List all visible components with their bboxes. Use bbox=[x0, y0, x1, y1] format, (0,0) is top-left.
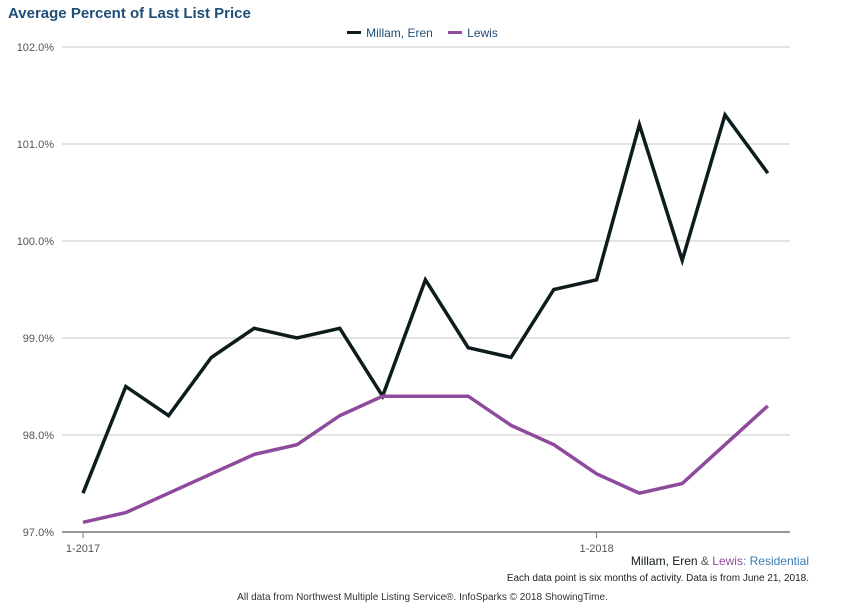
x-tick-label-1: 1-2018 bbox=[579, 543, 613, 555]
y-tick-label-1: 98.0% bbox=[23, 430, 54, 442]
legend-swatch-series-2 bbox=[448, 31, 463, 35]
data-note: Each data point is six months of activit… bbox=[506, 573, 809, 584]
y-tick-label-3: 100.0% bbox=[17, 236, 55, 248]
legend: Millam, Eren Lewis bbox=[0, 26, 845, 40]
legend-item-series-2[interactable]: Lewis bbox=[448, 26, 498, 40]
y-tick-label-5: 102.0% bbox=[17, 42, 55, 54]
legend-label-series-1: Millam, Eren bbox=[366, 26, 433, 40]
series-line-1 bbox=[81, 111, 770, 494]
chart-title: Average Percent of Last List Price bbox=[8, 5, 251, 22]
y-tick-label-2: 99.0% bbox=[23, 333, 54, 345]
x-tick-label-0: 1-2017 bbox=[66, 543, 100, 555]
grid-lines bbox=[62, 46, 790, 436]
y-tick-label-0: 97.0% bbox=[23, 527, 54, 539]
series-lines bbox=[81, 111, 770, 525]
subtitle-ampersand: & bbox=[697, 554, 713, 568]
y-axis-tick-labels: 97.0% 98.0% 99.0% 100.0% 101.0% 102.0% bbox=[17, 42, 55, 539]
footer-credit: All data from Northwest Multiple Listing… bbox=[237, 592, 608, 603]
legend-item-series-1[interactable]: Millam, Eren bbox=[347, 26, 433, 40]
chart-subtitle: Millam, Eren & Lewis: Residential bbox=[631, 554, 809, 568]
subtitle-property-type: : Residential bbox=[742, 554, 809, 568]
series-line-2 bbox=[82, 394, 769, 525]
legend-label-series-2: Lewis bbox=[467, 26, 498, 40]
x-axis: 1-2017 1-2018 bbox=[62, 531, 790, 555]
legend-swatch-series-1 bbox=[347, 31, 362, 35]
subtitle-series-1: Millam, Eren bbox=[630, 554, 698, 568]
subtitle-series-2: Lewis bbox=[712, 554, 743, 568]
y-tick-label-4: 101.0% bbox=[17, 139, 55, 151]
